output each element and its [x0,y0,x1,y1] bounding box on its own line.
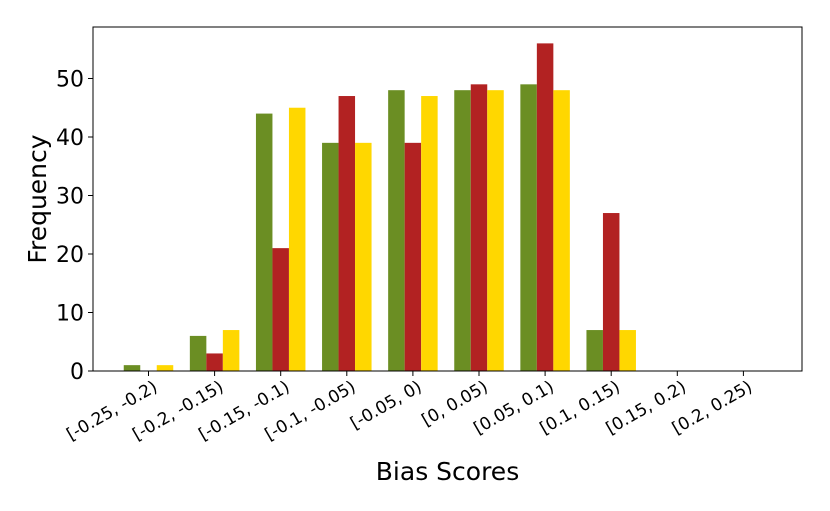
bar-series3-cat1 [156,365,174,371]
y-tick-label: 50 [56,67,84,92]
bar-series2-cat8 [602,213,620,371]
bar-series2-cat2 [206,353,223,371]
bar-series1-cat4 [322,142,339,371]
x-tick-label: [-0.05, 0) [347,377,425,434]
y-tick-label: 30 [56,184,84,209]
bar-series2-cat3 [272,248,289,371]
bar-series3-cat5 [421,96,438,371]
y-tick-label: 10 [56,301,84,326]
bar-series1-cat3 [255,113,273,371]
bar-series1-cat1 [123,365,141,371]
bar-series1-cat6 [454,90,471,372]
plot-area [93,27,802,371]
bar-series3-cat7 [553,90,570,372]
bar-series2-cat7 [536,43,554,371]
bar-series1-cat8 [586,330,603,371]
bar-series3-cat3 [288,107,306,371]
bar-series1-cat7 [520,84,537,371]
bar-series2-cat5 [404,142,422,371]
bar-series3-cat8 [619,330,636,371]
bar-series3-cat2 [222,330,240,371]
bar-series1-cat5 [388,90,405,372]
bar-series2-cat4 [338,96,356,371]
y-axis-label: Frequency [23,134,52,263]
bar-series3-cat6 [487,90,504,372]
y-tick-label: 20 [56,243,84,268]
y-tick-label: 40 [56,126,84,151]
bar-series2-cat6 [470,84,488,371]
bar-series1-cat2 [189,335,207,371]
x-axis-label: Bias Scores [376,457,519,486]
bar-series3-cat4 [355,142,372,371]
y-tick-label: 0 [70,360,84,385]
bars-group [123,43,636,372]
plot-frame [92,26,803,372]
x-ticks-group: [-0.25, -0.2)[-0.2, -0.15)[-0.15, -0.1)[… [63,371,756,445]
y-ticks-group: 0 10 20 30 40 50 [56,67,93,385]
